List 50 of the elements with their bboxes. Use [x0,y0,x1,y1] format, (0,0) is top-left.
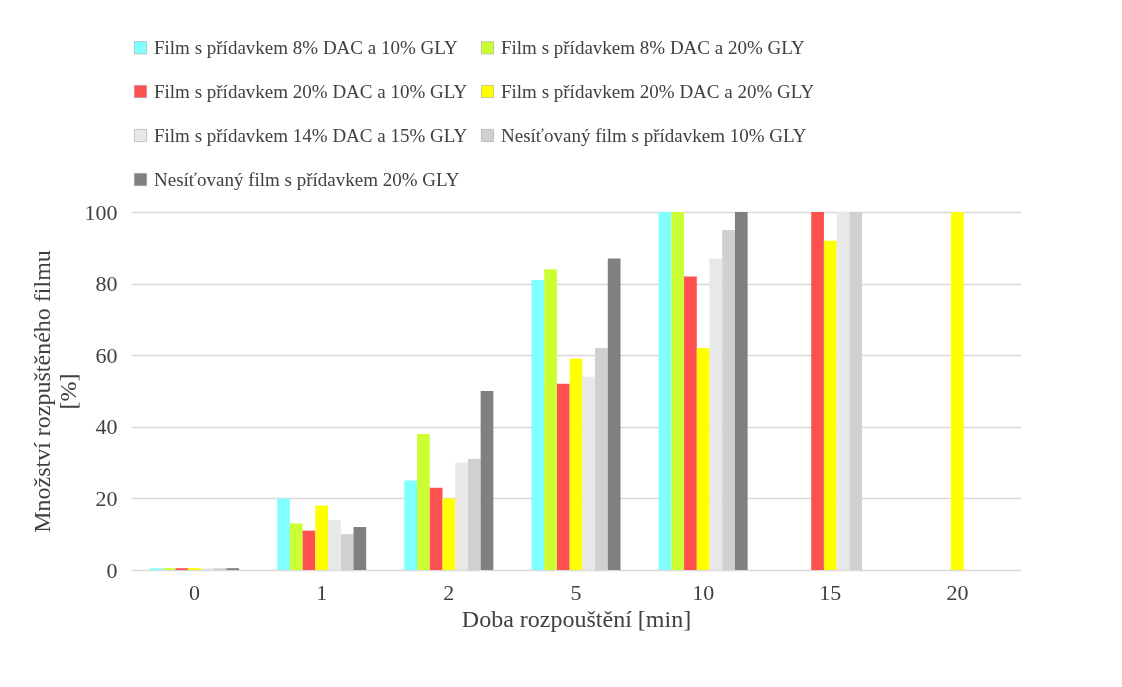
bar [671,212,685,570]
bar [811,212,824,570]
bar [836,212,850,570]
bar [582,376,596,570]
y-tick-label: 60 [95,342,118,368]
bar [531,280,545,570]
y-tick-label: 100 [84,199,118,225]
bar [328,519,341,570]
x-tick-label: 2 [443,579,455,605]
x-tick-label: 1 [316,579,328,605]
legend-label: Nesíťovaný film s přídavkem 10% GLY [501,124,807,146]
bar [544,269,557,570]
bar [569,358,583,570]
bar [289,523,303,570]
bar [556,383,570,570]
bar [709,258,723,570]
bar [734,212,748,570]
x-tick-label: 20 [946,579,969,605]
x-tick-label: 10 [692,579,715,605]
y-axis-title: Množství rozpuštěného filmu [%] [28,250,81,533]
bar [315,505,329,570]
bar [658,212,672,570]
bar [607,258,621,570]
y-tick-label: 20 [95,485,118,511]
bar [442,498,456,570]
bar [277,498,290,570]
legend-label: Film s přídavkem 8% DAC a 20% GLY [501,36,805,58]
x-axis-title: Doba rozpouštění [min] [461,605,692,632]
legend-label: Film s přídavkem 14% DAC a 15% GLY [154,124,468,146]
x-tick-label: 5 [570,579,582,605]
legend-label: Film s přídavkem 20% DAC a 20% GLY [501,80,815,102]
bar [696,348,710,570]
bar [684,276,697,570]
bar [353,527,367,570]
legend-label: Film s přídavkem 20% DAC a 10% GLY [154,80,468,102]
bar [455,462,468,570]
legend-label: Film s přídavkem 8% DAC a 10% GLY [154,36,458,58]
bar [302,530,316,570]
x-tick-label: 0 [189,579,201,605]
y-tick-label: 0 [106,557,118,583]
bar [417,433,430,570]
bar [404,480,418,570]
bar [951,212,964,570]
bar [480,391,494,570]
y-tick-label: 80 [95,271,118,297]
bar [429,487,443,570]
legend-label: Nesíťovaný film s přídavkem 20% GLY [154,168,460,190]
y-tick-label: 40 [95,414,118,440]
x-tick-label: 15 [819,579,842,605]
bar [823,240,837,570]
